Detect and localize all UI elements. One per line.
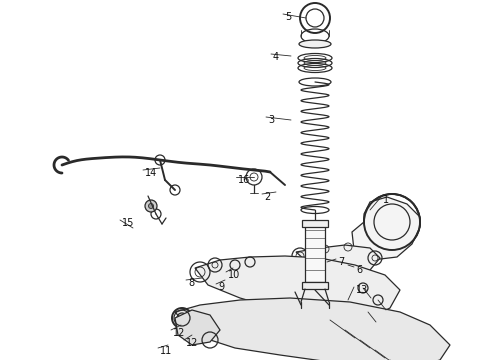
Ellipse shape <box>299 40 331 48</box>
Text: 16: 16 <box>238 175 250 185</box>
Text: 15: 15 <box>122 218 134 228</box>
Text: 9: 9 <box>218 282 224 292</box>
Text: 12: 12 <box>173 328 185 338</box>
Text: 7: 7 <box>338 257 344 267</box>
Text: 14: 14 <box>145 168 157 178</box>
Text: 11: 11 <box>160 346 172 356</box>
Text: 6: 6 <box>356 265 362 275</box>
Circle shape <box>374 208 380 215</box>
Circle shape <box>148 203 153 208</box>
Circle shape <box>394 202 400 208</box>
Text: 3: 3 <box>268 115 274 125</box>
Polygon shape <box>296 245 380 275</box>
Circle shape <box>374 230 380 235</box>
Circle shape <box>407 219 413 225</box>
Text: 12: 12 <box>186 338 198 348</box>
Text: 2: 2 <box>264 192 270 202</box>
Text: 1: 1 <box>383 195 389 205</box>
Polygon shape <box>175 298 450 360</box>
Polygon shape <box>352 197 420 260</box>
Circle shape <box>394 236 400 242</box>
Polygon shape <box>175 310 220 345</box>
Text: 4: 4 <box>273 52 279 62</box>
Text: 13: 13 <box>356 285 368 295</box>
Bar <box>302 282 328 289</box>
Bar <box>302 220 328 227</box>
Text: 5: 5 <box>285 12 291 22</box>
Circle shape <box>145 200 157 212</box>
Text: 10: 10 <box>228 270 240 280</box>
Text: 8: 8 <box>188 278 194 288</box>
Bar <box>305 222 325 282</box>
Polygon shape <box>195 256 400 320</box>
